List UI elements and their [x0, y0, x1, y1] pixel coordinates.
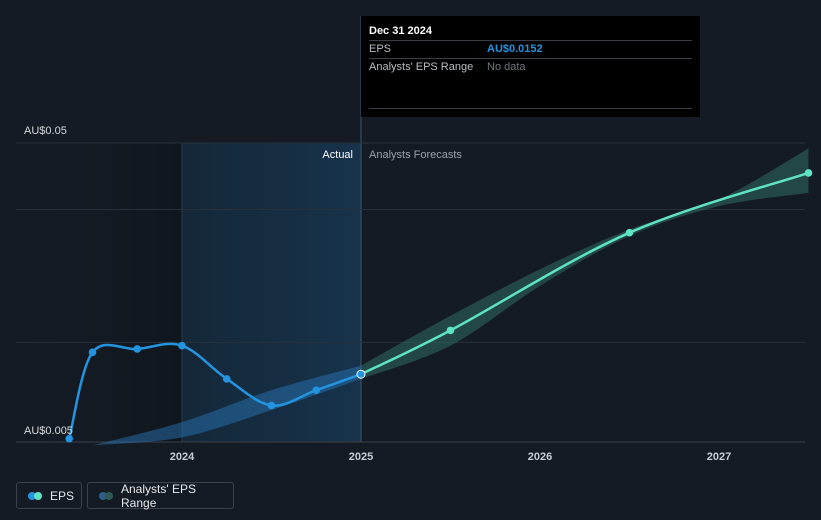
x-tick-label: 2026 [528, 451, 552, 463]
region-label-forecast: Analysts Forecasts [369, 149, 462, 161]
y-axis-label-max: AU$0.05 [24, 125, 67, 137]
tooltip-date: Dec 31 2024 [369, 25, 432, 37]
highlight-region [182, 143, 361, 442]
past-region [16, 143, 182, 442]
eps-point [133, 345, 142, 353]
eps-point [222, 375, 231, 383]
eps-point [65, 434, 74, 443]
eps-point [312, 386, 321, 394]
x-tick-label: 2025 [349, 451, 373, 463]
eps-range-band-forecast [361, 148, 809, 379]
eps-forecast-point [804, 169, 813, 177]
legend-range-label: Analysts' EPS Range [121, 481, 196, 510]
y-axis-label-min: AU$0.005 [24, 425, 73, 437]
x-tick-label: 2027 [707, 451, 731, 463]
legend-eps-button[interactable]: EPS [16, 482, 82, 509]
hover-tooltip: Dec 31 2024 EPS AU$0.0152 Analysts' EPS … [361, 16, 700, 117]
tooltip-row-range: Analysts' EPS Range No data [369, 58, 692, 76]
legend-range-button[interactable]: Analysts' EPS Range [87, 481, 234, 510]
eps-forecast-point [446, 326, 455, 335]
x-tick-label: 2024 [170, 451, 195, 463]
tooltip-range-label: Analysts' EPS Range [369, 61, 474, 73]
eps-point [356, 369, 366, 379]
eps-point [88, 348, 97, 357]
eps-legend-icon [28, 491, 42, 500]
eps-point [267, 401, 276, 410]
tooltip-range-value: No data [487, 61, 526, 73]
tooltip-eps-value: AU$0.0152 [487, 43, 543, 55]
region-label-actual: Actual [322, 149, 353, 161]
range-legend-icon [99, 491, 113, 500]
tooltip-divider [369, 108, 692, 109]
tooltip-eps-label: EPS [369, 43, 392, 55]
eps-range-band-past [92, 365, 361, 446]
tooltip-row-eps: EPS AU$0.0152 [369, 40, 692, 58]
eps-forecast-line [360, 171, 809, 376]
eps-point [178, 341, 186, 350]
eps-forecast-point [625, 228, 634, 237]
legend-eps-label: EPS [50, 488, 75, 503]
